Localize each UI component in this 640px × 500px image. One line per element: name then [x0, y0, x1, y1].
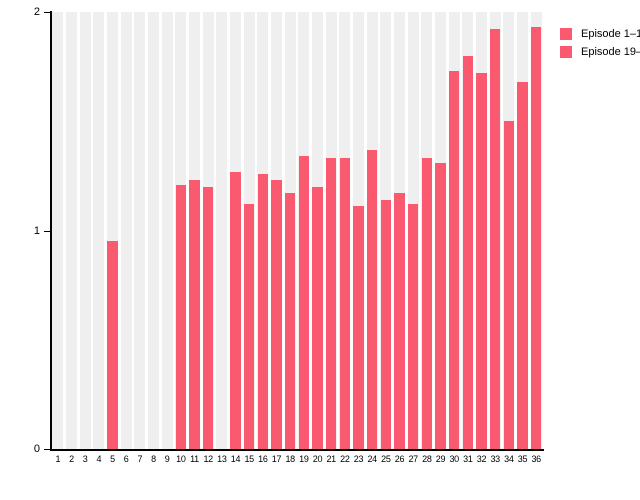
bar-episode-19 [298, 156, 310, 449]
x-tick-label: 14 [230, 454, 241, 464]
x-tick-label: 30 [449, 454, 459, 464]
bar-episode-20 [312, 186, 323, 449]
bar-episode-35 [517, 81, 528, 449]
x-tick-label: 25 [381, 454, 391, 464]
bar-episode-5 [107, 241, 118, 449]
x-tick-label: 23 [353, 454, 364, 464]
x-tick-label: 6 [123, 454, 129, 464]
x-tick-label: 3 [82, 454, 88, 464]
x-tick-label: 4 [96, 454, 102, 464]
category-stripe [134, 12, 146, 449]
x-tick-label: 19 [299, 454, 309, 464]
x-tick-label: 11 [190, 454, 199, 464]
plot-area [51, 12, 543, 449]
bar-episode-27 [407, 204, 419, 449]
bar-episode-22 [339, 158, 351, 449]
bar-episode-24 [366, 149, 378, 449]
bar-episode-26 [394, 193, 405, 449]
legend-item-episode-19-36: Episode 19–36 [560, 46, 640, 58]
bar-episode-17 [271, 180, 282, 449]
bar-episode-14 [230, 171, 241, 449]
x-tick-label: 2 [69, 454, 74, 464]
bar-episode-23 [353, 206, 364, 449]
bar-episode-12 [202, 186, 214, 449]
bar-episode-10 [175, 184, 187, 449]
x-tick-label: 35 [517, 454, 528, 464]
x-tick-label: 22 [340, 454, 350, 464]
x-tick-label: 28 [422, 454, 432, 464]
x-tick-label: 1 [55, 454, 61, 464]
legend-label-episode-19-36: Episode 19–36 [581, 46, 640, 58]
y-tick-mark [44, 449, 50, 450]
bar-episode-33 [489, 29, 501, 449]
x-tick-label: 34 [504, 454, 514, 464]
category-stripe [93, 12, 105, 449]
x-axis-line [50, 449, 544, 451]
bar-episode-29 [435, 162, 446, 449]
category-stripe [216, 12, 228, 449]
bar-episode-28 [421, 158, 433, 449]
x-tick-label: 21 [326, 454, 336, 464]
category-stripe [120, 12, 132, 449]
legend-label-episode-1-18: Episode 1–18 [581, 28, 640, 40]
bar-episode-16 [257, 173, 269, 449]
x-tick-label: 27 [408, 454, 418, 464]
legend: Episode 1–18 Episode 19–36 [560, 28, 640, 64]
x-tick-label: 8 [151, 454, 156, 464]
bar-episode-15 [243, 204, 255, 449]
bar-episode-36 [530, 27, 542, 449]
category-stripe [107, 12, 118, 449]
x-tick-label: 29 [435, 454, 446, 464]
y-tick-label: 1 [33, 224, 40, 237]
y-axis-line [50, 11, 52, 450]
x-tick-label: 16 [258, 454, 268, 464]
x-tick-label: 20 [312, 454, 323, 464]
bar-episode-25 [380, 199, 392, 449]
category-stripe [148, 12, 159, 449]
x-tick-label: 13 [217, 454, 227, 464]
category-stripe [66, 12, 77, 449]
bar-episode-18 [284, 193, 296, 449]
x-tick-label: 7 [137, 454, 143, 464]
bar-episode-11 [189, 180, 200, 449]
category-stripe [161, 12, 173, 449]
x-tick-label: 9 [164, 454, 170, 464]
bar-episode-32 [476, 73, 487, 449]
category-stripe [52, 12, 64, 449]
legend-item-episode-1-18: Episode 1–18 [560, 28, 640, 40]
bar-episode-31 [462, 55, 474, 449]
category-stripe [79, 12, 91, 449]
bar-episode-21 [325, 158, 337, 449]
x-tick-label: 5 [110, 454, 115, 464]
x-tick-label: 24 [367, 454, 377, 464]
legend-swatch-episode-19-36 [560, 46, 572, 58]
y-tick-mark [44, 12, 50, 13]
x-tick-label: 12 [203, 454, 213, 464]
x-tick-label: 32 [476, 454, 487, 464]
x-tick-label: 18 [285, 454, 295, 464]
y-tick-label: 2 [33, 6, 40, 18]
x-tick-label: 10 [176, 454, 186, 464]
bar-episode-34 [503, 121, 515, 449]
x-tick-label: 15 [244, 454, 254, 464]
x-tick-label: 33 [490, 454, 500, 464]
x-tick-label: 17 [271, 454, 282, 464]
y-tick-label: 0 [33, 443, 40, 455]
legend-swatch-episode-1-18 [560, 28, 572, 40]
x-tick-label: 36 [531, 454, 541, 464]
x-tick-label: 31 [463, 454, 473, 464]
bar-episode-30 [448, 71, 460, 449]
y-tick-mark [44, 230, 50, 232]
x-tick-label: 26 [394, 454, 405, 464]
